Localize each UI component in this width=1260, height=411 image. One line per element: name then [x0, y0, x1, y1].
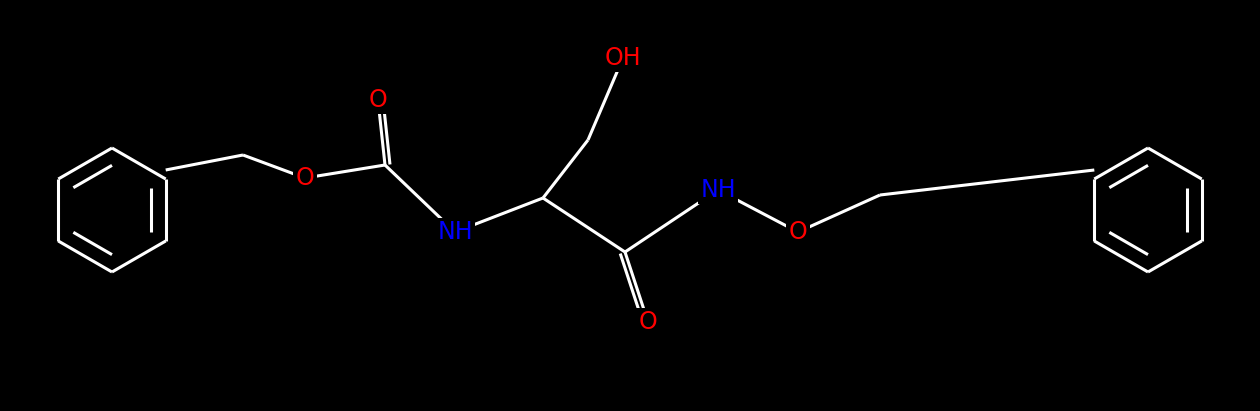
Text: O: O	[789, 220, 808, 244]
Text: NH: NH	[701, 178, 736, 202]
Text: O: O	[296, 166, 315, 190]
Text: O: O	[369, 88, 387, 112]
Text: OH: OH	[605, 46, 641, 70]
Text: O: O	[639, 310, 658, 334]
Text: NH: NH	[437, 220, 472, 244]
